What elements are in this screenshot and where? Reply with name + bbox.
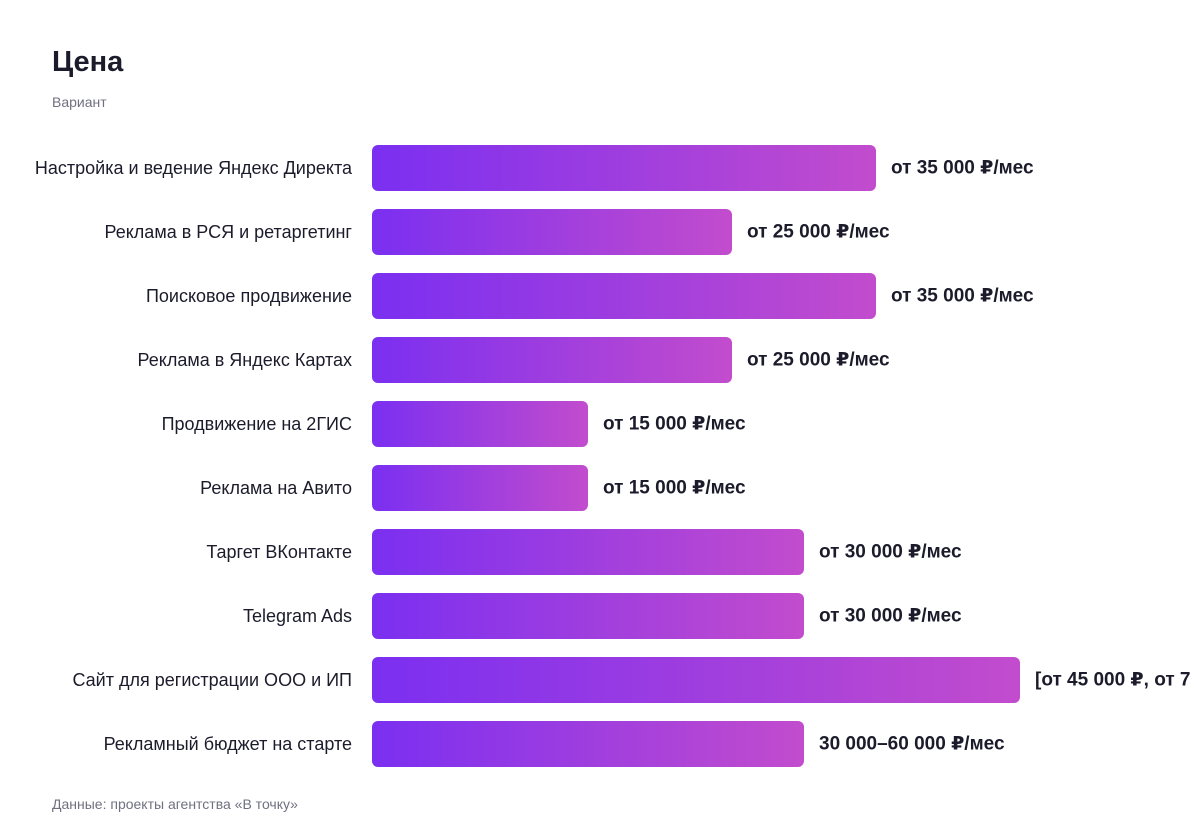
bar — [372, 593, 804, 639]
value-label: от 30 000 ₽/мес — [819, 541, 962, 563]
category-label: Рекламный бюджет на старте — [103, 734, 352, 754]
bar — [372, 401, 588, 447]
category-label: Продвижение на 2ГИС — [161, 414, 352, 434]
source-note: Данные: проекты агентства «В точку» — [52, 796, 298, 812]
category-label: Поисковое продвижение — [145, 286, 352, 306]
category-label: Таргет ВКонтакте — [206, 542, 352, 562]
value-label: от 30 000 ₽/мес — [819, 605, 962, 627]
value-label: от 35 000 ₽/мес — [891, 157, 1034, 179]
bar — [372, 209, 732, 255]
category-label: Настройка и ведение Яндекс Директа — [34, 158, 352, 178]
axis-title: Вариант — [52, 94, 107, 110]
bar — [372, 529, 804, 575]
value-label: от 15 000 ₽/мес — [603, 413, 746, 435]
category-label: Реклама в Яндекс Картах — [137, 350, 352, 370]
bar — [372, 721, 804, 767]
category-label: Telegram Ads — [242, 606, 352, 626]
bar — [372, 145, 876, 191]
value-label: от 15 000 ₽/мес — [603, 477, 746, 499]
value-label: от 25 000 ₽/мес — [747, 349, 890, 371]
category-label: Реклама в РСЯ и ретаргетинг — [104, 222, 353, 242]
value-label: 30 000–60 000 ₽/мес — [819, 733, 1005, 755]
value-label: от 25 000 ₽/мес — [747, 221, 890, 243]
value-label: [от 45 000 ₽, от 7 — [1035, 669, 1191, 691]
value-label: от 35 000 ₽/мес — [891, 285, 1034, 307]
category-label: Сайт для регистрации ООО и ИП — [72, 670, 352, 690]
bar — [372, 273, 876, 319]
bar — [372, 465, 588, 511]
bar — [372, 657, 1020, 703]
category-label: Реклама на Авито — [200, 478, 352, 498]
chart-title: Цена — [52, 46, 124, 78]
bar — [372, 337, 732, 383]
